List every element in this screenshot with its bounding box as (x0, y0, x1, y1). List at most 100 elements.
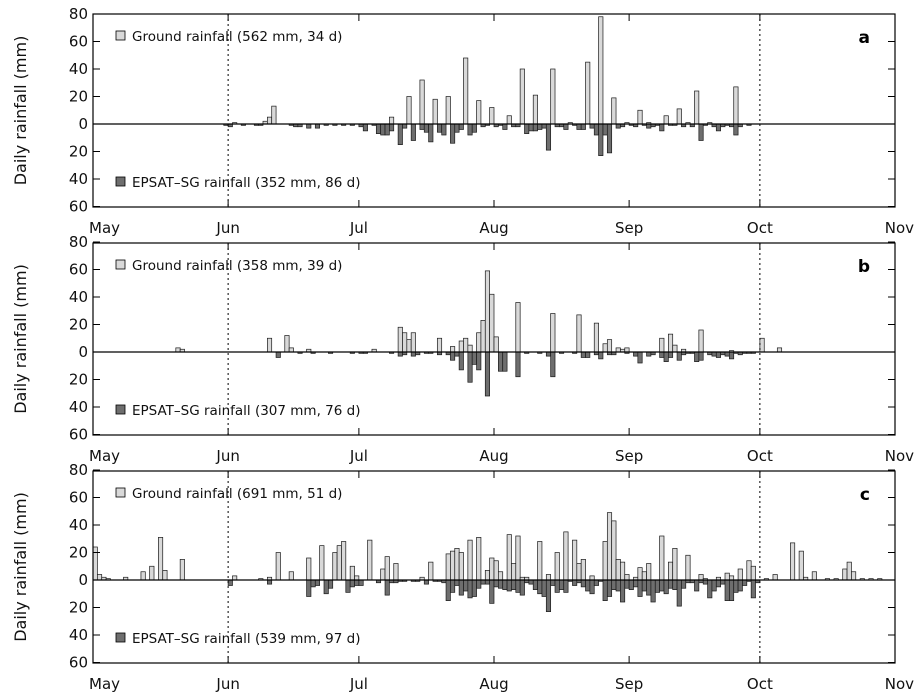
ground-bar (354, 575, 360, 581)
satellite-bar (519, 579, 525, 596)
ground-bar (750, 565, 756, 581)
ground-bar (846, 561, 852, 581)
satellite-bar (463, 579, 469, 592)
satellite-bar (545, 123, 552, 151)
satellite-bar (654, 579, 660, 593)
satellite-bar (733, 579, 739, 593)
satellite-bar (515, 579, 521, 593)
satellite-bar (667, 579, 674, 589)
satellite-bar (375, 123, 382, 134)
ground-bar (271, 105, 277, 125)
panel-label: c (860, 485, 870, 505)
satellite-bar (615, 123, 621, 129)
satellite-bar (467, 579, 473, 599)
satellite-bar (646, 123, 652, 129)
satellite-bar (458, 123, 464, 130)
ground-bar (759, 337, 765, 353)
ground-bar (428, 561, 434, 581)
satellite-bar (593, 123, 599, 136)
satellite-bar (467, 351, 473, 383)
ground-bar (232, 575, 238, 581)
x-tick-label-month: Nov (885, 675, 914, 693)
satellite-bar (737, 579, 743, 592)
ground-bar (694, 90, 700, 125)
x-tick-label-month: Aug (479, 447, 508, 465)
y-tick-label: 20 (69, 143, 88, 161)
legend-swatch-ground (115, 487, 126, 498)
ground-bar (659, 535, 665, 581)
ground-bar (179, 559, 185, 581)
y-tick-label: 80 (69, 233, 88, 251)
satellite-bar (450, 351, 456, 361)
ground-bar (776, 347, 783, 353)
y-tick-label: 60 (69, 489, 88, 507)
satellite-bar (667, 351, 674, 358)
ground-bar (798, 550, 804, 581)
satellite-bar (306, 579, 312, 597)
satellite-bar (524, 123, 530, 134)
ground-bar (641, 571, 647, 581)
satellite-bar (633, 579, 639, 588)
satellite-bar (454, 579, 460, 586)
ground-bar (389, 116, 395, 125)
satellite-bar (471, 579, 477, 597)
ground-bar (97, 574, 103, 581)
satellite-bar (528, 123, 534, 132)
y-tick-label: 20 (69, 316, 88, 334)
ground-bar (489, 557, 495, 581)
ground-bar (454, 548, 460, 581)
ground-bar (450, 346, 456, 353)
y-tick-label: 60 (69, 198, 88, 216)
ground-bar (550, 313, 556, 353)
x-tick-label-month: May (89, 219, 120, 237)
ground-bar (733, 86, 739, 125)
satellite-bar (729, 579, 735, 601)
satellite-bar (559, 579, 565, 590)
ground-bar (572, 539, 578, 581)
ground-bar (288, 347, 294, 353)
ground-bar (332, 552, 338, 581)
satellite-bar (659, 351, 665, 358)
legend-label-ground: Ground rainfall (358 mm, 39 d) (132, 258, 342, 274)
ground-bar (637, 109, 643, 125)
ground-bar (384, 556, 390, 581)
satellite-bar (550, 579, 556, 586)
satellite-bar (362, 123, 368, 132)
satellite-bar (698, 123, 704, 141)
satellite-bar (593, 579, 599, 586)
satellite-bar (637, 579, 643, 597)
ground-bar (476, 100, 482, 125)
legend-swatch-satellite (115, 176, 126, 187)
ground-bar (611, 520, 617, 581)
satellite-bar (354, 579, 360, 586)
satellite-bar (598, 351, 604, 360)
satellite-bar (702, 579, 708, 585)
satellite-bar (681, 579, 687, 589)
satellite-bar (606, 579, 613, 597)
satellite-bar (602, 579, 608, 601)
satellite-bar (441, 123, 447, 136)
satellite-bar (537, 123, 543, 130)
legend-label-satellite: EPSAT–SG rainfall (307 mm, 76 d) (132, 403, 360, 419)
x-tick-label-month: Sep (615, 447, 643, 465)
satellite-bar (624, 579, 630, 589)
satellite-bar (450, 579, 456, 593)
y-tick-label: 0 (78, 343, 88, 361)
satellite-bar (554, 579, 560, 593)
ground-bar (672, 344, 678, 353)
satellite-bar (715, 351, 721, 358)
satellite-bar (275, 351, 281, 358)
satellite-bar (659, 123, 665, 132)
ground-bar (615, 347, 621, 353)
x-tick-label-month: Jul (349, 219, 368, 237)
y-tick-label: 20 (69, 599, 88, 617)
x-tick-label-month: Sep (615, 219, 643, 237)
x-tick-label-month: Jun (215, 675, 239, 693)
satellite-bar (742, 579, 748, 586)
ground-bar (498, 571, 504, 581)
ground-bar (580, 559, 586, 581)
satellite-bar (633, 351, 639, 357)
legend-label-satellite: EPSAT–SG rainfall (352 mm, 86 d) (132, 175, 360, 191)
